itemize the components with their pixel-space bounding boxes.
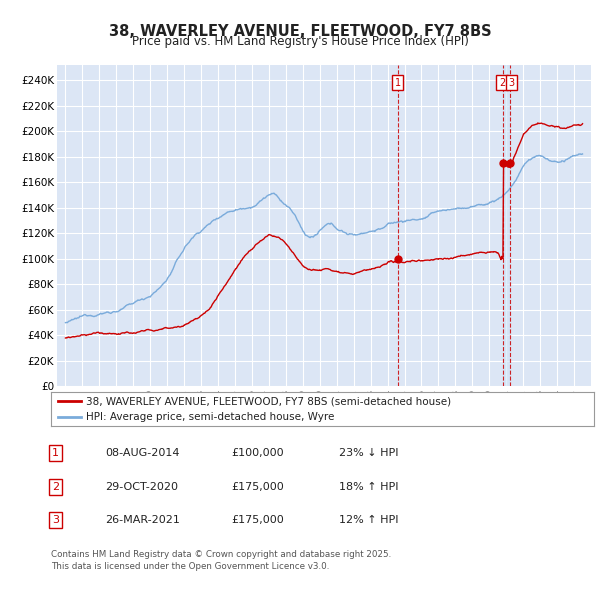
Text: 1: 1 — [395, 78, 401, 88]
Text: 29-OCT-2020: 29-OCT-2020 — [105, 482, 178, 491]
Text: 12% ↑ HPI: 12% ↑ HPI — [339, 516, 398, 525]
Text: Price paid vs. HM Land Registry's House Price Index (HPI): Price paid vs. HM Land Registry's House … — [131, 35, 469, 48]
Text: 38, WAVERLEY AVENUE, FLEETWOOD, FY7 8BS (semi-detached house): 38, WAVERLEY AVENUE, FLEETWOOD, FY7 8BS … — [86, 396, 451, 407]
Text: 23% ↓ HPI: 23% ↓ HPI — [339, 448, 398, 458]
Text: HPI: Average price, semi-detached house, Wyre: HPI: Average price, semi-detached house,… — [86, 412, 335, 422]
Text: 3: 3 — [52, 516, 59, 525]
Text: 2: 2 — [52, 482, 59, 491]
Text: 1: 1 — [52, 448, 59, 458]
Text: £175,000: £175,000 — [231, 482, 284, 491]
Text: 38, WAVERLEY AVENUE, FLEETWOOD, FY7 8BS: 38, WAVERLEY AVENUE, FLEETWOOD, FY7 8BS — [109, 24, 491, 38]
Text: 08-AUG-2014: 08-AUG-2014 — [105, 448, 179, 458]
Text: Contains HM Land Registry data © Crown copyright and database right 2025.
This d: Contains HM Land Registry data © Crown c… — [51, 550, 391, 571]
Text: 18% ↑ HPI: 18% ↑ HPI — [339, 482, 398, 491]
Text: 2: 2 — [499, 78, 505, 88]
Text: 26-MAR-2021: 26-MAR-2021 — [105, 516, 180, 525]
Text: 3: 3 — [508, 78, 515, 88]
Text: £175,000: £175,000 — [231, 516, 284, 525]
Text: £100,000: £100,000 — [231, 448, 284, 458]
Bar — [503, 65, 510, 386]
